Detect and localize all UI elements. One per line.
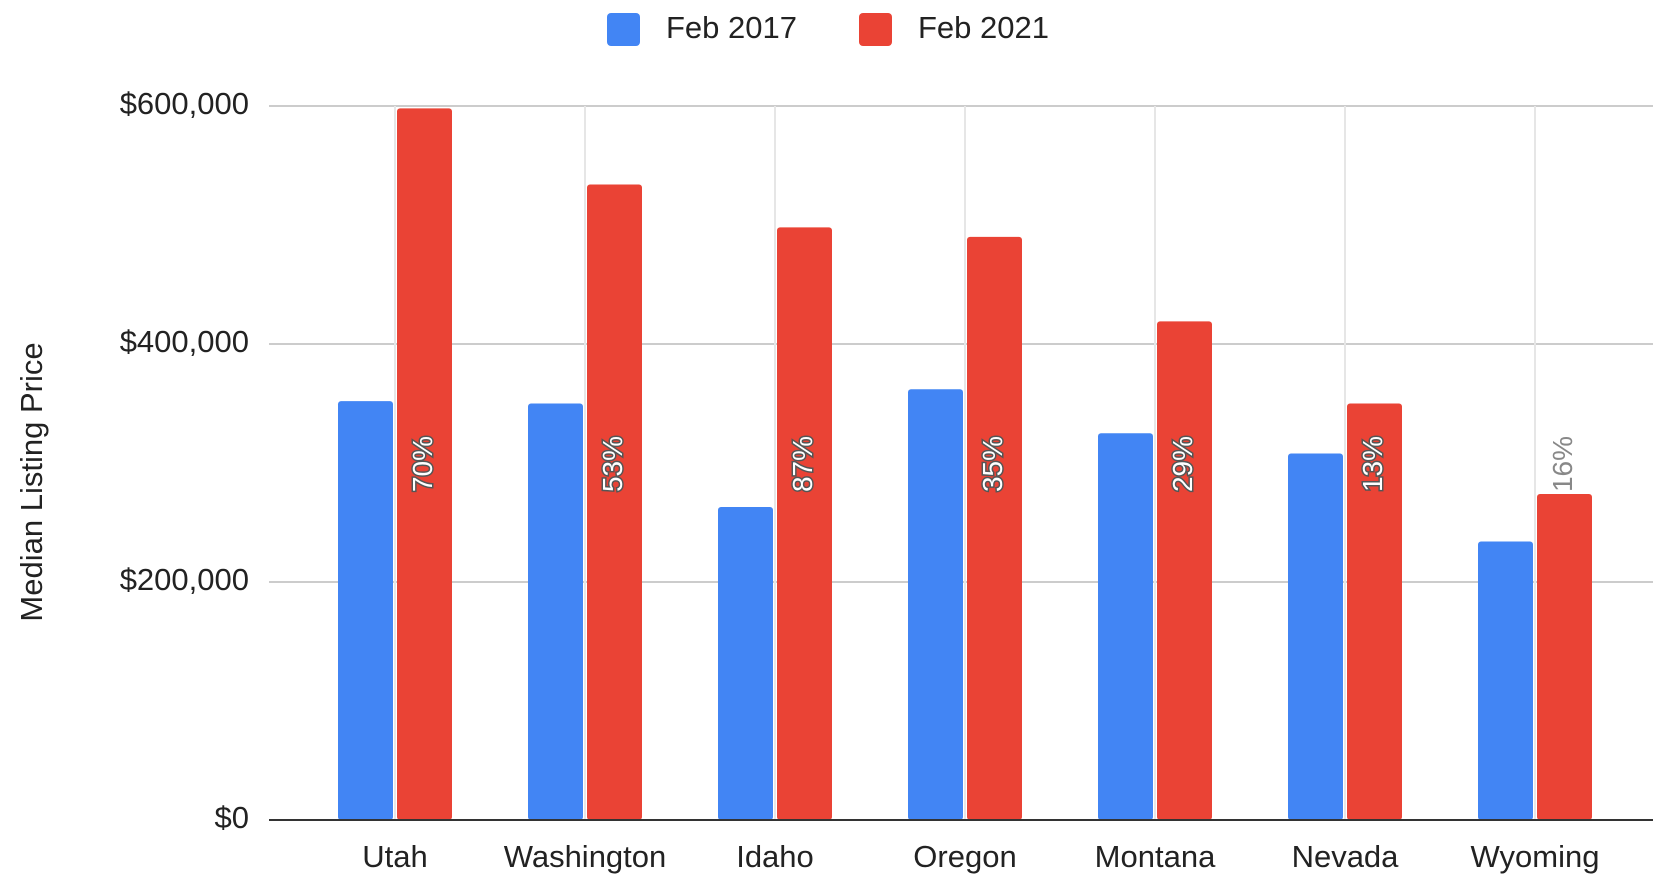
legend-label: Feb 2017	[666, 10, 797, 45]
annotation: 87%	[787, 436, 818, 492]
bar	[528, 403, 583, 820]
annotation: 16%	[1547, 436, 1578, 492]
annotation: 29%	[1167, 436, 1198, 492]
annotation: 35%	[977, 436, 1008, 492]
x-tick-label: Utah	[362, 839, 427, 874]
bar	[1288, 453, 1343, 820]
x-tick-label: Oregon	[913, 839, 1016, 874]
y-tick-label: $200,000	[120, 562, 249, 597]
y-tick-label: $600,000	[120, 86, 249, 121]
annotation: 53%	[597, 436, 628, 492]
x-tick-label: Wyoming	[1471, 839, 1600, 874]
legend-label: Feb 2021	[918, 10, 1049, 45]
bar	[718, 507, 773, 820]
x-tick-label: Nevada	[1292, 839, 1400, 874]
x-tick-label: Idaho	[736, 839, 814, 874]
x-tick-label: Washington	[504, 839, 667, 874]
bar	[338, 401, 393, 820]
x-tick-label: Montana	[1095, 839, 1216, 874]
annotation: 13%	[1357, 436, 1388, 492]
bar	[1098, 433, 1153, 820]
bar	[777, 227, 832, 820]
y-tick-label: $400,000	[120, 324, 249, 359]
bar	[908, 389, 963, 820]
bar	[397, 108, 452, 820]
legend-swatch	[607, 13, 640, 46]
y-axis-label: Median Listing Price	[14, 342, 49, 621]
bar	[1157, 321, 1212, 820]
bar	[1347, 403, 1402, 820]
bar	[1478, 541, 1533, 820]
y-tick-label: $0	[215, 800, 249, 835]
bar	[1537, 493, 1592, 820]
legend-swatch	[859, 13, 892, 46]
bar	[587, 184, 642, 821]
bar	[967, 236, 1022, 820]
annotation: 70%	[407, 436, 438, 492]
